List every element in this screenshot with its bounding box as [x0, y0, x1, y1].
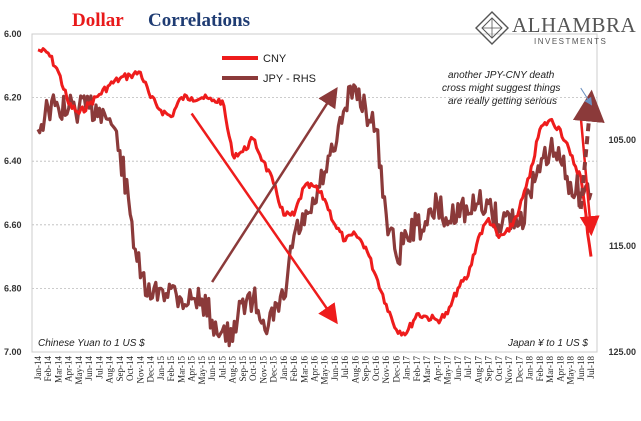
x-tick-label: Apr-18	[555, 356, 565, 382]
x-tick-label: Mar-15	[176, 356, 186, 383]
legend-label-cny: CNY	[263, 53, 287, 65]
logo-diamond-icon	[475, 11, 509, 45]
x-tick-label: Apr-14	[64, 356, 74, 382]
x-tick-label: Nov-15	[258, 356, 268, 384]
x-tick-label: Feb-15	[166, 356, 176, 382]
annotation-note: another JPY-CNY death cross might sugges…	[442, 70, 560, 107]
x-tick-label: Dec-17	[514, 356, 524, 383]
x-tick-label: Feb-18	[535, 356, 545, 382]
x-tick-label: Aug-17	[473, 356, 483, 384]
chart-title-part1: Dollar	[72, 10, 124, 31]
x-tick-label: Jan-14	[33, 356, 43, 380]
x-tick-label: Apr-17	[432, 356, 442, 382]
x-tick-label: Sep-16	[361, 356, 371, 382]
x-tick-label: Nov-17	[504, 356, 514, 384]
x-tick-label: Aug-14	[105, 356, 115, 384]
annotation-arrow	[190, 112, 338, 325]
x-tick-label: Oct-16	[371, 356, 381, 381]
x-tick-label: Mar-18	[545, 356, 555, 383]
annotation-line-3: are really getting serious	[448, 96, 557, 107]
x-tick-label: Nov-14	[135, 356, 145, 384]
series-lines	[36, 47, 593, 348]
x-tick-label: Apr-16	[310, 356, 320, 382]
x-tick-label: May-16	[320, 356, 330, 385]
x-tick-label: Jun-14	[84, 356, 94, 381]
right-tick-label: 115.00	[609, 241, 636, 251]
logo-subtitle: Investments	[534, 37, 607, 46]
left-tick-label: 6.20	[4, 93, 22, 103]
x-tick-label: May-14	[74, 356, 84, 385]
legend-label-jpy: JPY - RHS	[263, 73, 316, 85]
left-axis-label: Chinese Yuan to 1 US $	[38, 338, 145, 349]
plot-frame	[31, 33, 598, 353]
right-tick-label: 105.00	[608, 135, 636, 145]
x-tick-label: Dec-16	[391, 356, 401, 383]
x-tick-label: May-15	[197, 356, 207, 385]
x-tick-label: Jul-15	[217, 356, 227, 379]
x-tick-label: Jul-18	[586, 356, 596, 379]
x-tick-label: Aug-16	[350, 356, 360, 384]
x-tick-label: Jun-15	[207, 356, 217, 381]
left-axis-ticks: 6.00 6.20 6.40 6.60 6.80 7.00	[4, 29, 22, 357]
company-logo: Alhambra Investments	[475, 11, 637, 46]
x-tick-label: Oct-14	[125, 356, 135, 381]
annotation-line-1: another JPY-CNY death	[448, 70, 555, 81]
series-line-jpy	[36, 83, 593, 348]
x-tick-label: Mar-14	[53, 356, 63, 383]
annotation-arrow	[572, 89, 605, 210]
left-tick-label: 7.00	[4, 347, 22, 357]
x-tick-label: Jul-14	[94, 356, 104, 379]
x-tick-label: Jan-17	[402, 356, 412, 380]
x-tick-label: Apr-15	[187, 356, 197, 382]
chart-title-part2: Correlations	[148, 10, 250, 31]
legend: CNY JPY - RHS	[222, 53, 316, 85]
x-tick-label: Jan-18	[525, 356, 535, 380]
right-axis-label: Japan ¥ to 1 US $	[507, 338, 588, 349]
x-tick-label: Sep-14	[115, 356, 125, 382]
x-tick-label: May-17	[443, 356, 453, 385]
x-axis-ticks: Jan-14 Feb-14 Mar-14 Apr-14 May-14 Jun-14 Jul-…	[33, 356, 596, 385]
x-tick-label: Feb-16	[289, 356, 299, 382]
x-tick-label: Feb-14	[43, 356, 53, 382]
x-tick-label: Oct-15	[248, 356, 258, 381]
x-tick-label: Sep-15	[238, 356, 248, 382]
annotation-arrows	[190, 87, 605, 325]
x-tick-label: Mar-16	[299, 356, 309, 383]
series-line-cny	[37, 47, 593, 337]
x-tick-label: May-18	[566, 356, 576, 385]
x-tick-label: Aug-15	[228, 356, 238, 384]
x-tick-label: Jan-15	[156, 356, 166, 380]
annotation-arrow	[579, 116, 600, 237]
right-axis-ticks: 105.00 115.00 125.00	[608, 135, 636, 357]
x-tick-label: Feb-17	[412, 356, 422, 382]
annotation-line-2: cross might suggest things	[442, 83, 560, 94]
logo-name: Alhambra	[512, 13, 637, 37]
right-tick-label: 125.00	[608, 347, 636, 357]
x-tick-label: Jun-18	[576, 356, 586, 381]
annotation-arrow	[580, 87, 593, 106]
x-tick-label: Jul-17	[463, 356, 473, 379]
x-tick-label: Dec-15	[269, 356, 279, 383]
x-tick-label: Jun-17	[453, 356, 463, 381]
x-tick-label: Jun-16	[330, 356, 340, 381]
x-tick-label: Oct-17	[494, 356, 504, 381]
left-tick-label: 6.80	[4, 283, 22, 293]
x-tick-label: Jul-16	[340, 356, 350, 379]
x-tick-label: Jan-16	[279, 356, 289, 380]
x-tick-label: Mar-17	[422, 356, 432, 383]
x-tick-label: Nov-16	[381, 356, 391, 384]
x-tick-label: Sep-17	[484, 356, 494, 382]
x-tick-label: Dec-14	[146, 356, 156, 383]
left-tick-label: 6.60	[4, 220, 22, 230]
left-tick-label: 6.40	[4, 156, 22, 166]
left-tick-label: 6.00	[4, 29, 22, 39]
annotation-arrow	[211, 87, 338, 283]
